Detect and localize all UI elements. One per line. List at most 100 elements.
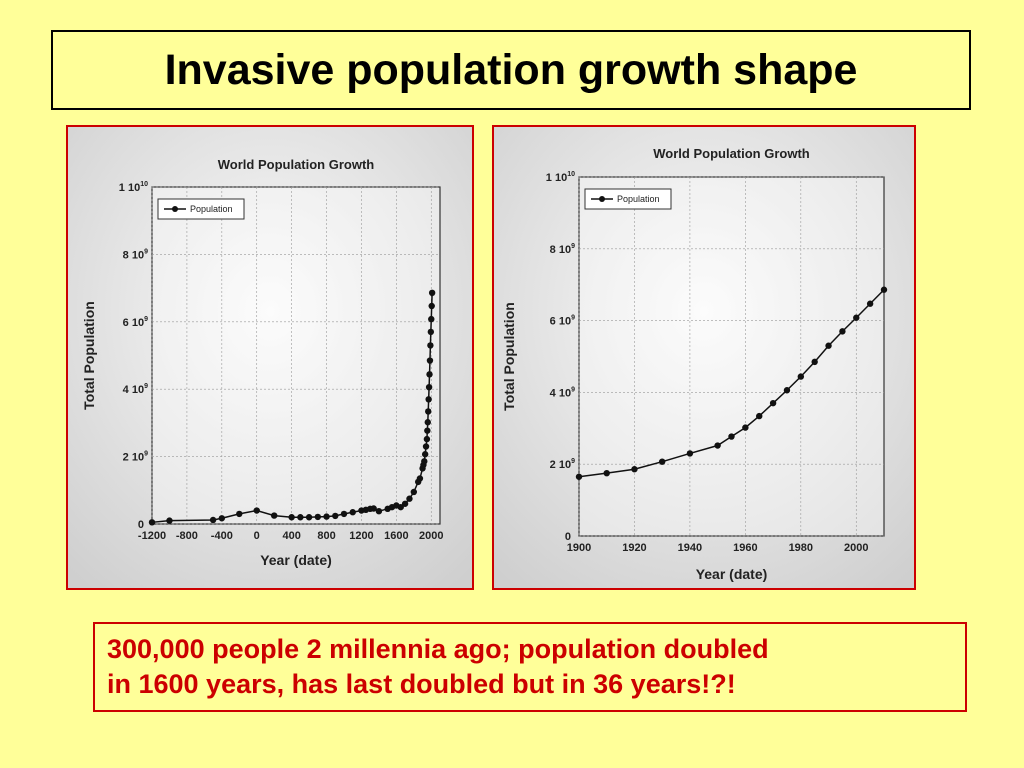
legend-marker — [172, 206, 178, 212]
data-point — [728, 433, 735, 440]
plot-area — [578, 176, 885, 537]
x-tick-label: 0 — [254, 530, 260, 542]
data-point — [314, 513, 322, 521]
y-tick-label: 0 — [565, 531, 571, 543]
data-point — [323, 513, 330, 520]
left-chart-photo: World Population Growth -1200 -800 -400 0 400… — [66, 125, 474, 590]
y-tick-label: 4 109 — [550, 386, 575, 399]
caption-line-2: in 1600 years, has last doubled but in 3… — [107, 669, 736, 699]
data-point — [424, 419, 431, 426]
x-tick-label: 1920 — [622, 542, 646, 554]
data-point — [166, 517, 173, 524]
data-point — [783, 387, 791, 394]
x-tick-label: 2000 — [844, 542, 868, 554]
data-point — [375, 507, 383, 515]
data-point — [428, 302, 435, 310]
data-point — [349, 509, 356, 516]
data-point — [218, 515, 226, 522]
data-point — [603, 469, 610, 477]
right-chart: World Population Growth 1900 1920 1940 1960 1… — [494, 127, 914, 588]
data-point — [839, 328, 846, 335]
chart-title: World Population Growth — [653, 146, 810, 161]
data-point — [428, 315, 435, 323]
data-point — [422, 443, 430, 450]
data-point — [769, 399, 777, 407]
y-tick-label: 6 109 — [550, 315, 575, 328]
y-tick-label: 2 109 — [123, 451, 148, 464]
data-point — [426, 357, 434, 364]
data-point — [340, 510, 348, 518]
x-tick-label: 1600 — [384, 530, 408, 542]
y-axis-label: Total Population — [501, 302, 517, 411]
data-point — [575, 473, 583, 480]
data-point — [425, 396, 432, 403]
x-tick-label: 400 — [282, 530, 300, 542]
data-point — [425, 383, 433, 391]
x-tick-label: -800 — [176, 530, 198, 542]
data-point — [332, 512, 339, 520]
x-tick-label: 800 — [317, 530, 335, 542]
data-point — [236, 510, 243, 518]
x-tick-label: 1980 — [789, 542, 813, 554]
data-point — [401, 500, 409, 507]
legend-box — [157, 198, 245, 220]
x-tick-label: -400 — [211, 530, 233, 542]
data-point — [428, 289, 436, 297]
data-point — [270, 512, 278, 519]
data-point — [406, 495, 413, 502]
legend-marker — [599, 196, 605, 202]
title-box: Invasive population growth shape — [51, 30, 971, 110]
legend-box — [584, 188, 672, 210]
data-point — [410, 488, 418, 496]
data-point — [880, 286, 888, 293]
data-point — [756, 412, 763, 420]
x-tick-label: -1200 — [138, 530, 166, 542]
plot-area — [151, 186, 441, 525]
data-point — [825, 342, 832, 349]
x-axis-label: Year (date) — [696, 566, 768, 582]
series-line — [578, 289, 885, 478]
x-tick-label: 1900 — [567, 542, 591, 554]
y-tick-label: 8 109 — [123, 248, 148, 261]
data-point — [421, 451, 429, 458]
y-tick-label: 1 1010 — [546, 171, 575, 184]
legend-label: Population — [190, 204, 233, 214]
x-tick-label: 1960 — [733, 542, 757, 554]
y-tick-label: 4 109 — [123, 383, 148, 396]
y-tick-label: 0 — [138, 519, 144, 531]
data-point — [423, 435, 431, 443]
data-point — [288, 514, 295, 521]
left-chart: World Population Growth -1200 -800 -400 0 400… — [68, 127, 472, 588]
data-point — [686, 450, 694, 457]
data-point — [427, 328, 435, 336]
data-point — [416, 475, 424, 482]
right-chart-photo: World Population Growth 1900 1920 1940 1960 1… — [492, 125, 916, 590]
y-axis-label: Total Population — [81, 301, 97, 410]
y-tick-label: 6 109 — [123, 316, 148, 329]
caption-box: 300,000 people 2 millennia ago; populati… — [93, 622, 967, 712]
data-point — [424, 427, 431, 434]
data-point — [811, 358, 818, 366]
data-point — [427, 342, 434, 349]
y-tick-label: 8 109 — [550, 243, 575, 256]
chart-title: World Population Growth — [218, 157, 375, 172]
y-tick-label: 1 1010 — [119, 181, 148, 194]
legend-label: Population — [617, 194, 660, 204]
data-point — [370, 505, 377, 512]
data-point — [148, 519, 156, 526]
x-axis-label: Year (date) — [260, 552, 332, 568]
data-point — [866, 300, 874, 307]
slide-title: Invasive population growth shape — [164, 45, 858, 94]
data-point — [853, 314, 860, 321]
data-point — [421, 458, 428, 465]
data-point — [426, 371, 433, 378]
data-point — [658, 458, 666, 465]
data-point — [797, 373, 805, 380]
data-point — [305, 514, 313, 521]
data-point — [631, 466, 638, 473]
x-tick-label: 1200 — [349, 530, 373, 542]
y-tick-label: 2 109 — [550, 458, 575, 471]
data-point — [397, 503, 404, 511]
data-point — [253, 507, 260, 514]
data-point — [425, 408, 432, 415]
